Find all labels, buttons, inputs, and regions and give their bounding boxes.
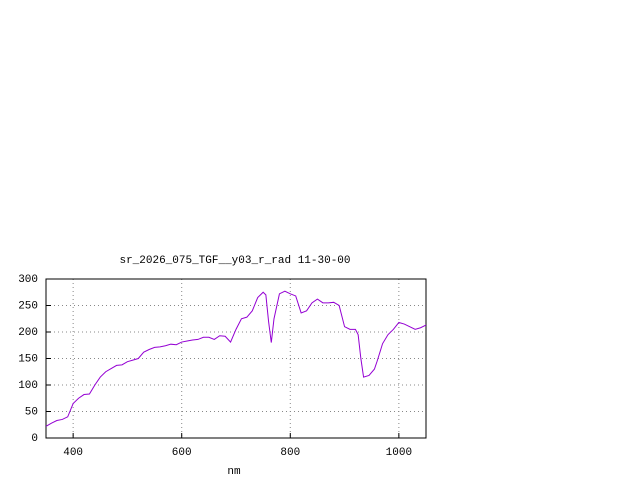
chart-title: sr_2026_075_TGF__y03_r_rad 11-30-00 — [119, 255, 350, 267]
y-tick-label: 200 — [18, 327, 38, 339]
x-tick-label: 600 — [172, 447, 192, 459]
x-tick-label: 1000 — [386, 447, 412, 459]
plot-border — [45, 278, 427, 439]
y-tick-label: 150 — [18, 353, 38, 365]
y-tick-label: 50 — [25, 406, 38, 418]
data-line — [45, 290, 427, 427]
x-tick-label: 400 — [63, 447, 83, 459]
y-tick-label: 300 — [18, 274, 38, 286]
y-tick-label: 250 — [18, 300, 38, 312]
y-tick-label: 0 — [31, 433, 38, 445]
y-tick-label: 100 — [18, 380, 38, 392]
x-tick-label: 800 — [280, 447, 300, 459]
x-axis-label: nm — [227, 466, 241, 478]
